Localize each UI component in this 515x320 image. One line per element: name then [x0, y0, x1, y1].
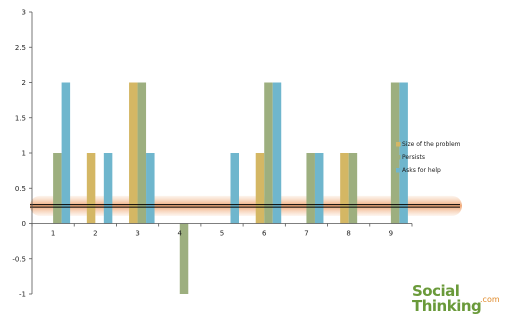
legend-swatch: [396, 155, 401, 160]
bar: [390, 82, 400, 224]
y-tick-label: -0.5: [12, 255, 26, 263]
bar: [399, 82, 408, 224]
bar: [129, 82, 138, 224]
bar: [255, 153, 265, 224]
bar: [314, 153, 324, 224]
x-tick-label: 3: [135, 230, 139, 238]
bar: [306, 153, 315, 224]
bar: [103, 153, 113, 224]
legend-swatch: [396, 142, 401, 147]
y-tick-label: 3: [22, 9, 26, 17]
bar: [61, 82, 71, 224]
y-tick-label: 0: [22, 220, 26, 228]
bar: [340, 153, 349, 224]
y-tick-label: -1: [19, 291, 26, 299]
bar: [86, 153, 96, 224]
legend-swatch: [396, 168, 401, 173]
y-tick-label: 2.5: [15, 44, 26, 52]
logo-line-2: Thinking: [412, 297, 482, 315]
legend-label: Asks for help: [402, 167, 441, 174]
bar: [146, 153, 155, 224]
bar: [137, 82, 147, 224]
logo-suffix: .com: [480, 295, 500, 304]
x-tick-label: 9: [389, 230, 393, 238]
bar: [348, 153, 358, 224]
y-tick-label: 1.5: [15, 114, 26, 122]
bar: [272, 82, 282, 224]
x-tick-label: 1: [51, 230, 55, 238]
legend-label: Persists: [402, 154, 425, 161]
logo-line-1: Social: [412, 282, 460, 300]
x-tick-label: 4: [178, 230, 183, 238]
y-tick-label: 2: [22, 79, 26, 87]
social-thinking-logo: Social Thinking .com: [412, 282, 512, 318]
bar: [264, 82, 273, 224]
bar: [230, 153, 239, 224]
bar: [53, 153, 62, 224]
legend-label: Size of the problem: [402, 141, 461, 148]
y-tick-label: 0.5: [15, 185, 26, 193]
x-tick-label: 6: [262, 230, 267, 238]
y-tick-label: 1: [22, 150, 26, 158]
x-tick-label: 8: [346, 230, 350, 238]
bar: [179, 223, 189, 294]
x-tick-label: 2: [93, 230, 97, 238]
x-tick-label: 5: [220, 230, 224, 238]
x-tick-label: 7: [304, 230, 308, 238]
